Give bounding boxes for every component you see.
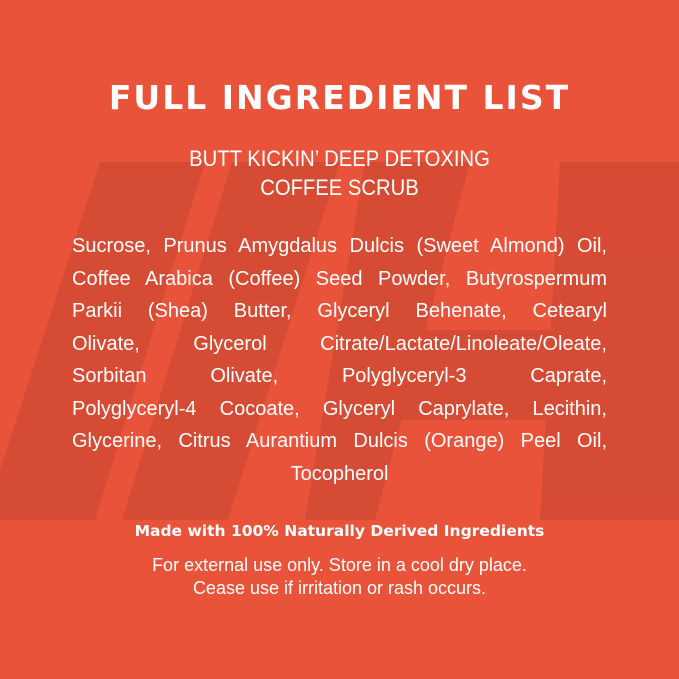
care-instructions: For external use only. Store in a cool d… <box>0 554 679 600</box>
product-name-line: COFFEE SCRUB <box>260 175 419 200</box>
ingredient-line: Parkii (Shea) Butter, Glyceryl Behenate,… <box>72 300 607 322</box>
care-line: Cease use if irritation or rash occurs. <box>192 578 487 598</box>
page-title: FULL INGREDIENT LIST <box>108 78 571 117</box>
ingredient-line: Sorbitan Olivate, Polyglyceryl-3 Caprate… <box>72 365 607 387</box>
product-name-line: BUTT KICKIN’ DEEP DETOXING <box>189 146 490 171</box>
natural-claim: Made with 100% Naturally Derived Ingredi… <box>134 522 545 540</box>
ingredient-list: Sucrose, Prunus Amygdalus Dulcis (Sweet … <box>72 230 607 490</box>
care-line: For external use only. Store in a cool d… <box>152 555 527 575</box>
watermark-slash-1 <box>0 162 205 520</box>
ingredient-line: Glycerine, Citrus Aurantium Dulcis (Oran… <box>72 430 607 452</box>
ingredient-line: Coffee Arabica (Coffee) Seed Powder, But… <box>72 267 607 290</box>
product-name: BUTT KICKIN’ DEEP DETOXING COFFEE SCRUB <box>27 144 652 202</box>
ingredient-line: Polyglyceryl-4 Cocoate, Glyceryl Capryla… <box>72 397 607 420</box>
watermark-h-left <box>305 162 470 520</box>
watermark-h-right <box>540 162 679 520</box>
ingredient-line: Olivate, Glycerol Citrate/Lactate/Linole… <box>72 332 607 355</box>
ingredient-line: Sucrose, Prunus Amygdalus Dulcis (Sweet … <box>72 235 607 257</box>
ingredient-line: Tocopherol <box>290 462 389 485</box>
watermark-slash-2 <box>122 162 340 520</box>
